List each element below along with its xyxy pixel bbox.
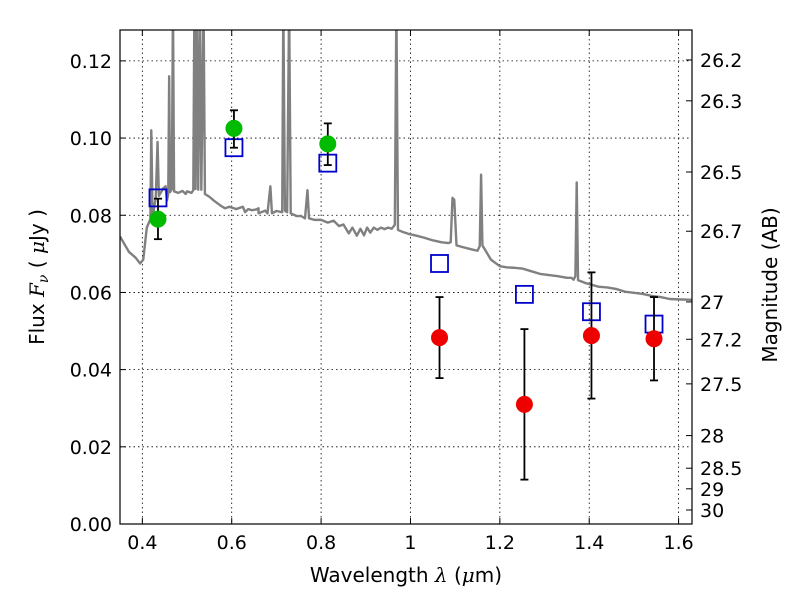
y2-tick-label: 28 bbox=[700, 426, 724, 448]
y-tick-label: 0.08 bbox=[70, 205, 112, 227]
y2-tick-label: 26.3 bbox=[700, 91, 742, 113]
y2-axis-label: Magnitude (AB) bbox=[758, 207, 782, 362]
plot-area bbox=[120, 30, 692, 481]
photometry-point-group bbox=[319, 122, 337, 166]
model-square-point bbox=[515, 284, 534, 304]
x-tick-label: 0.8 bbox=[306, 532, 336, 554]
y-tick-label: 0.00 bbox=[70, 514, 112, 536]
y2-tick-label: 27.2 bbox=[700, 329, 742, 351]
photometry-point bbox=[431, 329, 449, 347]
photometry-point bbox=[319, 135, 337, 153]
y2-tick-label: 26.7 bbox=[700, 221, 742, 243]
photometry-point bbox=[225, 119, 243, 137]
x-tick-label: 1.2 bbox=[485, 532, 515, 554]
y-tick-label: 0.12 bbox=[70, 51, 112, 73]
y-tick-label: 0.04 bbox=[70, 360, 112, 382]
y-tick-label: 0.10 bbox=[70, 128, 112, 150]
y-tick-label: 0.06 bbox=[70, 282, 112, 304]
axis-ticks: 0.4 0.6 0.8 1 1.2 1.4 1.6 0.00 0.02 0.04 0.06 0.08 0… bbox=[70, 30, 742, 554]
photometry-point bbox=[582, 327, 600, 345]
y2-tick-label: 27 bbox=[700, 292, 724, 314]
x-tick-label: 0.4 bbox=[127, 532, 157, 554]
y2-tick-label: 26.2 bbox=[700, 50, 742, 72]
x-axis-label: Wavelength λ (μm) bbox=[310, 563, 502, 587]
x-tick-label: 1.6 bbox=[663, 532, 693, 554]
photometry-point-group bbox=[225, 109, 243, 149]
x-tick-label: 1.4 bbox=[574, 532, 604, 554]
x-tick-label: 0.6 bbox=[217, 532, 247, 554]
photometry-point-group bbox=[582, 271, 600, 400]
photometry-point bbox=[645, 330, 663, 348]
y-axis-label: Flux Fν ( μJy ) bbox=[25, 209, 52, 345]
photometry-point-group bbox=[149, 197, 167, 241]
y2-tick-label: 27.5 bbox=[700, 374, 742, 396]
photometry-point-group bbox=[431, 296, 449, 380]
model-square-point bbox=[430, 254, 449, 273]
photometry-point bbox=[149, 210, 167, 228]
y-tick-label: 0.02 bbox=[70, 437, 112, 459]
y2-tick-label: 26.5 bbox=[700, 162, 742, 184]
plot-frame bbox=[119, 29, 693, 525]
photometry-point bbox=[515, 395, 533, 413]
y2-tick-label: 29 bbox=[700, 479, 724, 501]
photometry-point-group bbox=[645, 296, 663, 382]
photometry-point-group bbox=[515, 328, 533, 481]
grid-lines bbox=[120, 30, 692, 524]
y2-tick-label: 28.5 bbox=[700, 458, 742, 480]
y2-tick-label: 30 bbox=[700, 500, 724, 522]
model-spectrum-line bbox=[120, 30, 692, 301]
x-tick-label: 1 bbox=[404, 532, 416, 554]
